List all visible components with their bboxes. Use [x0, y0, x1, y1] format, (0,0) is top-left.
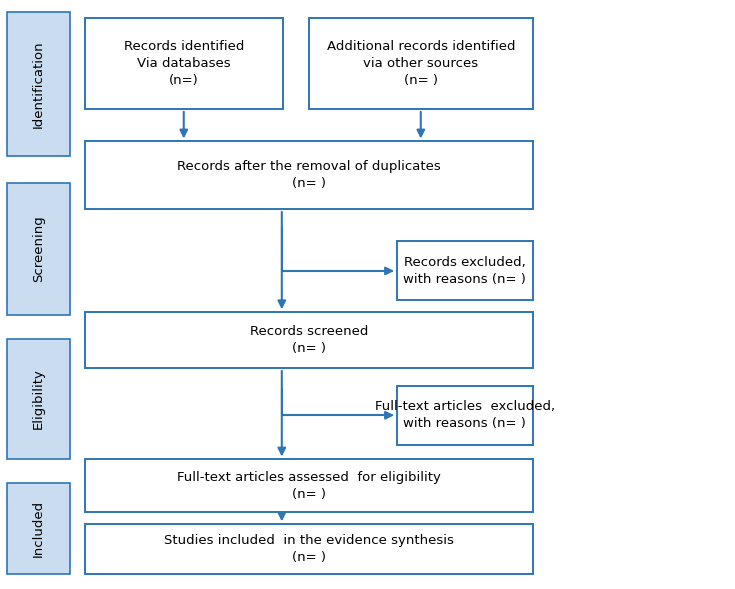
- Bar: [85, 312, 533, 368]
- Bar: [85, 459, 533, 512]
- Text: Studies included  in the evidence synthesis
(n= ): Studies included in the evidence synthes…: [164, 534, 453, 564]
- Text: Additional records identified
via other sources
(n= ): Additional records identified via other …: [326, 40, 515, 87]
- Bar: [397, 386, 533, 445]
- Bar: [309, 18, 533, 109]
- Bar: [397, 241, 533, 300]
- Text: Records after the removal of duplicates
(n= ): Records after the removal of duplicates …: [177, 160, 440, 190]
- Text: Records screened
(n= ): Records screened (n= ): [249, 325, 368, 355]
- Bar: [7, 183, 70, 315]
- Text: Full-text articles  excluded,
with reasons (n= ): Full-text articles excluded, with reason…: [375, 401, 555, 430]
- Bar: [85, 18, 283, 109]
- Bar: [7, 339, 70, 459]
- Text: Records excluded,
with reasons (n= ): Records excluded, with reasons (n= ): [404, 256, 526, 286]
- Text: Eligibility: Eligibility: [32, 369, 45, 429]
- Text: Identification: Identification: [32, 40, 45, 128]
- Text: Included: Included: [32, 500, 45, 557]
- Text: Screening: Screening: [32, 216, 45, 282]
- Bar: [7, 483, 70, 574]
- Text: Full-text articles assessed  for eligibility
(n= ): Full-text articles assessed for eligibil…: [176, 471, 441, 501]
- Text: Records identified
Via databases
(n=): Records identified Via databases (n=): [123, 40, 244, 87]
- Bar: [85, 524, 533, 574]
- Bar: [85, 141, 533, 209]
- Bar: [7, 12, 70, 156]
